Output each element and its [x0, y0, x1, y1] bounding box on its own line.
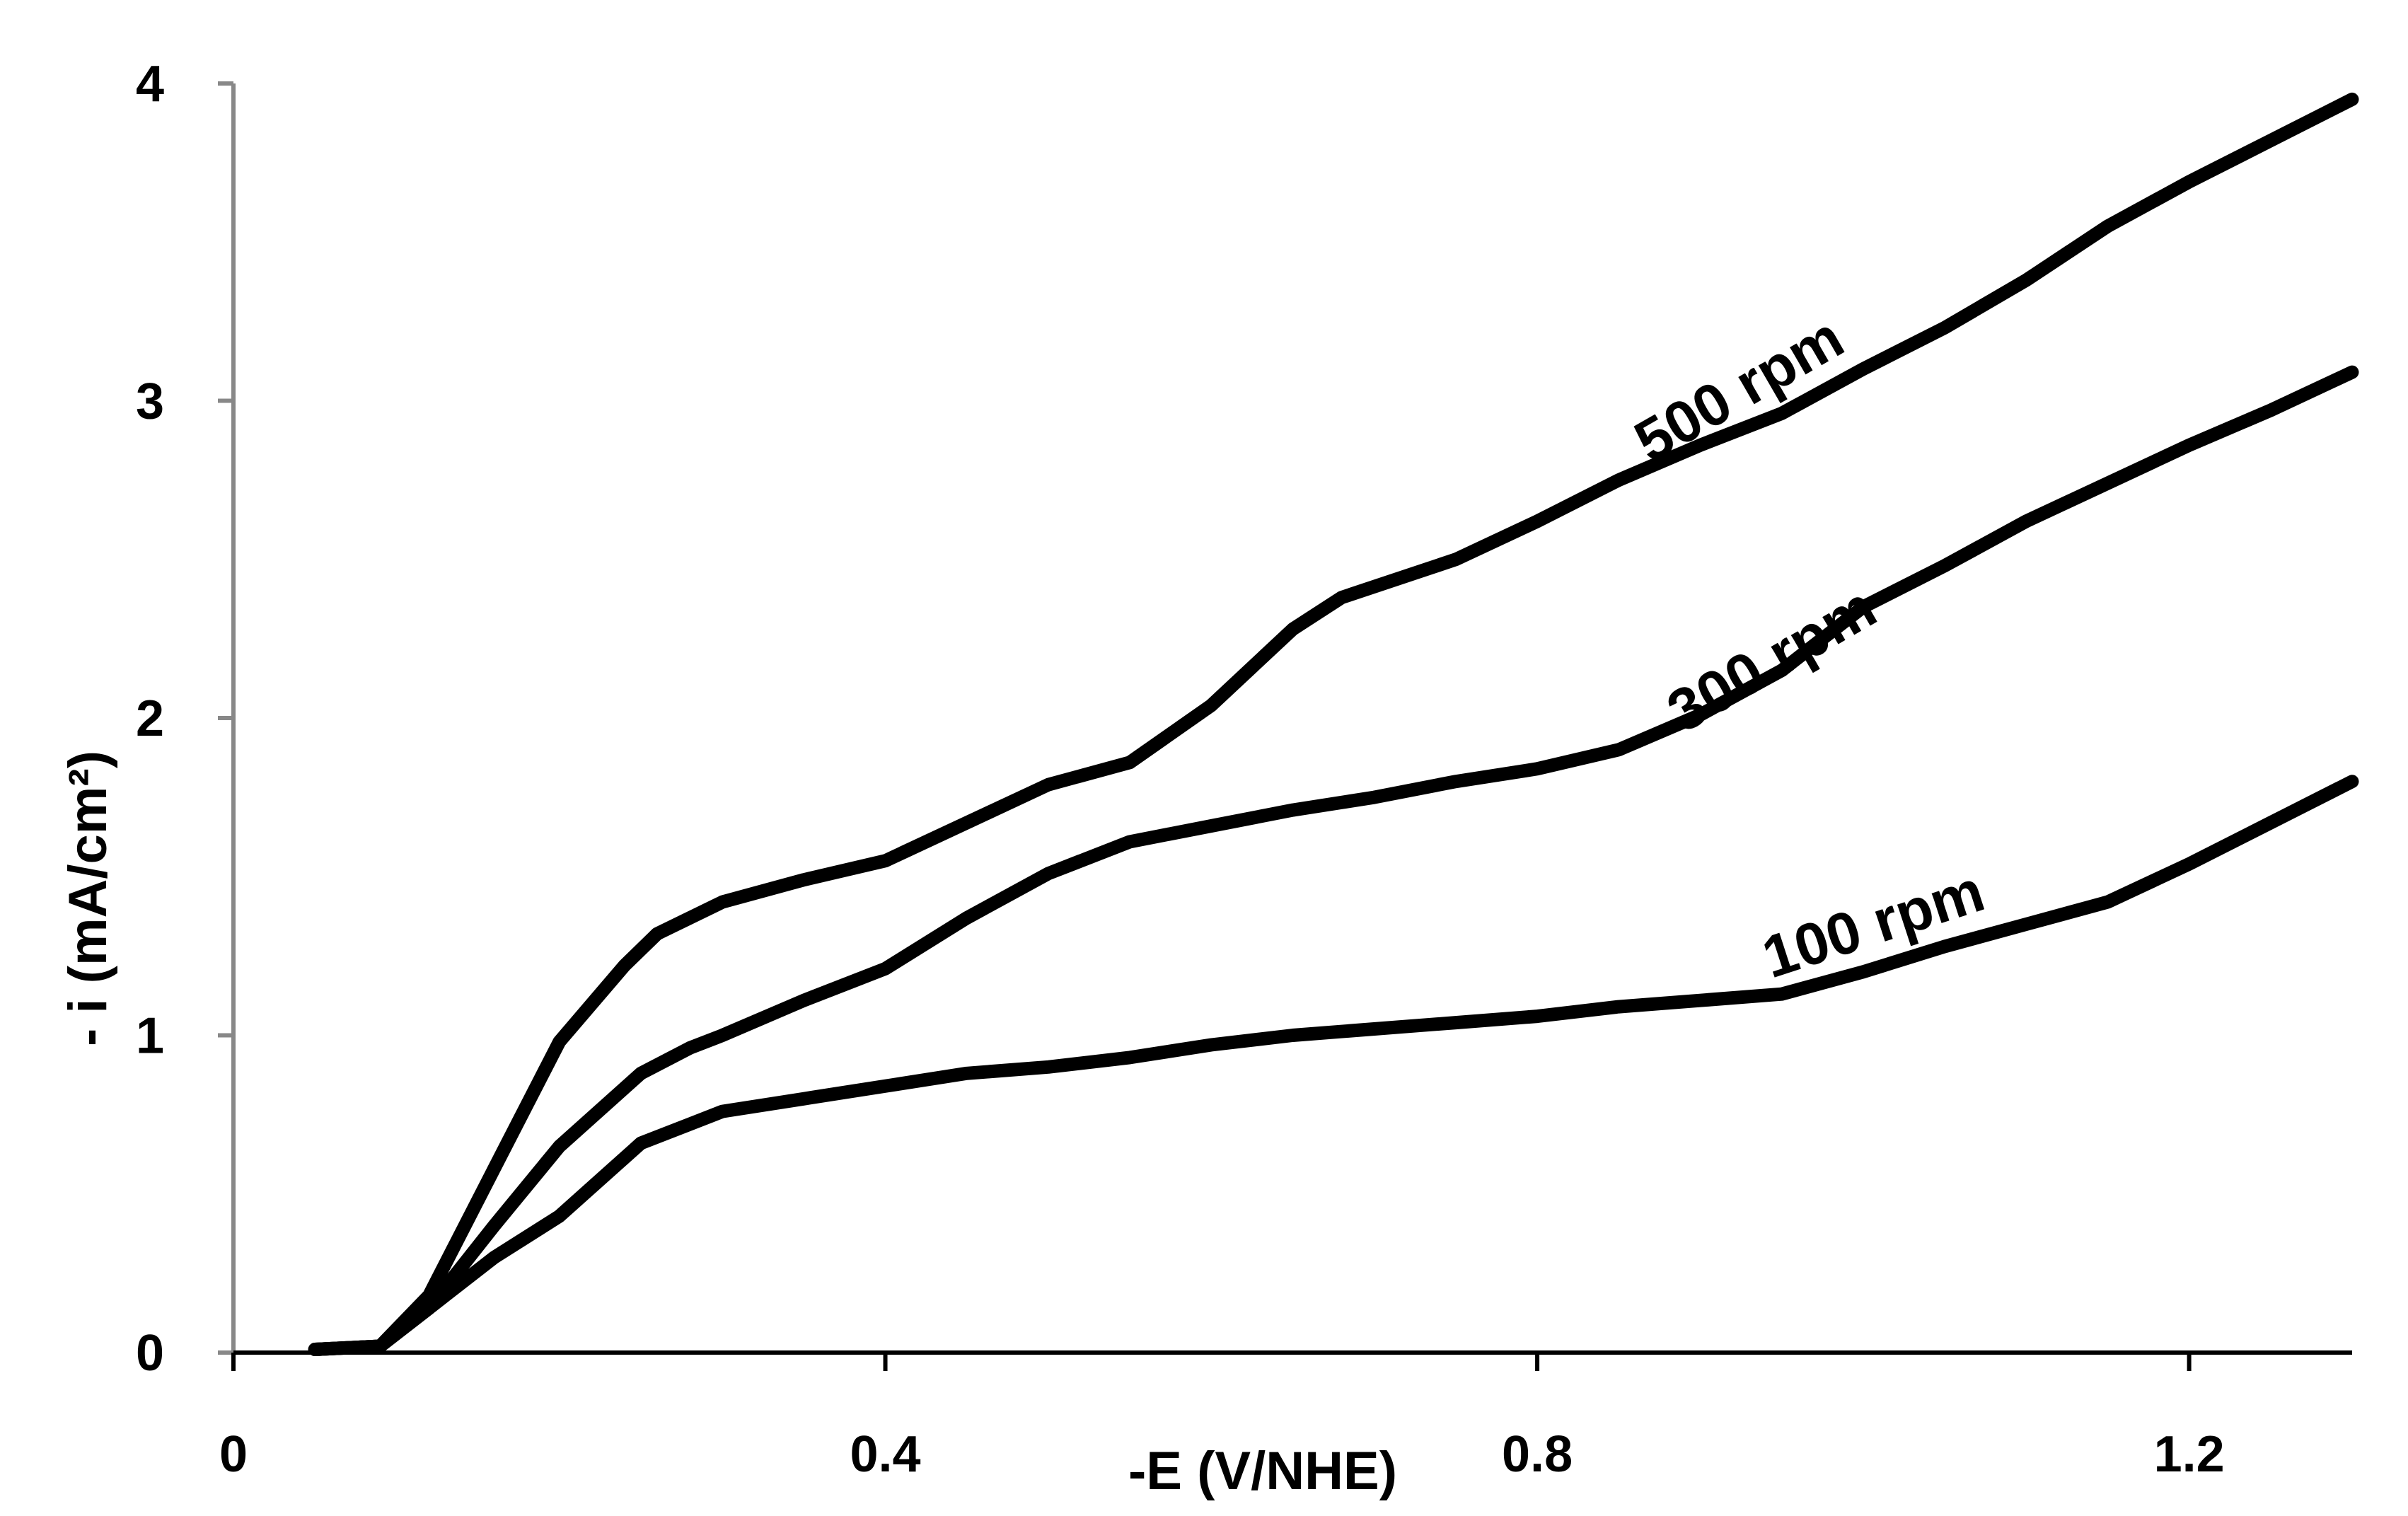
- x-tick-label: 0: [219, 1426, 248, 1483]
- x-tick-label: 0.4: [850, 1426, 920, 1483]
- y-axis-title: - i (mA/cm²): [58, 751, 118, 1046]
- series-line-500-rpm: [308, 92, 2359, 1356]
- y-tick-label: 4: [136, 56, 164, 112]
- x-tick-label: 0.8: [1502, 1426, 1573, 1483]
- y-tick-label: 2: [136, 690, 164, 747]
- axes: 0 1 2 3 4 0 0.4 0.8 1.2: [136, 56, 2352, 1483]
- x-tick-label: 1.2: [2154, 1426, 2225, 1483]
- x-axis-title: -E (V/NHE): [1128, 1441, 1397, 1501]
- series-line-300-rpm: [308, 365, 2359, 1356]
- y-tick-label: 3: [136, 374, 164, 430]
- series-label-300-rpm: 300 rpm: [1656, 573, 1887, 745]
- series-line-100-rpm: [308, 775, 2359, 1356]
- y-tick-label: 0: [136, 1325, 164, 1382]
- series-layer: [308, 92, 2359, 1356]
- y-tick-label: 1: [136, 1008, 164, 1065]
